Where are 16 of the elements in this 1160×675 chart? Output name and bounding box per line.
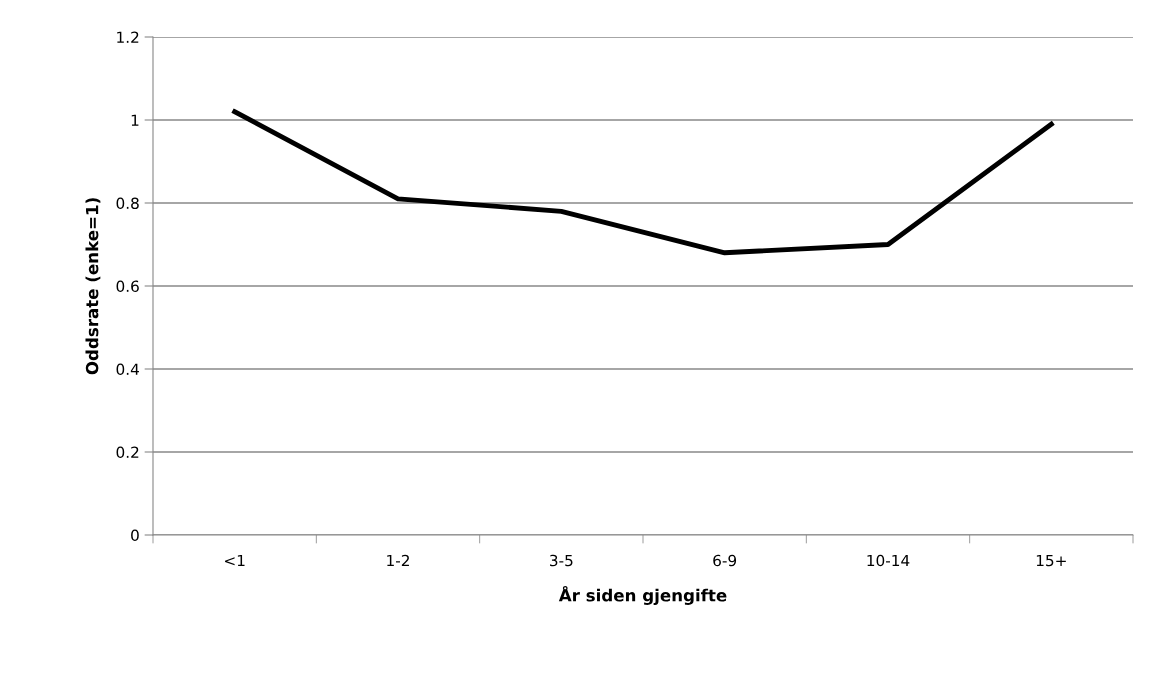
x-axis-title: År siden gjengifte (558, 585, 727, 605)
x-tick-label: <1 (225, 554, 245, 567)
y-tick-label: 0 (131, 529, 139, 542)
y-tick-label: 1 (131, 114, 139, 126)
y-axis-title: Oddsrate (enke=1) (85, 198, 101, 375)
y-tick-label: 0.2 (116, 446, 139, 459)
y-tick-label: 0.4 (116, 363, 139, 376)
x-tick-label: 1-2 (387, 554, 409, 567)
x-tick-label: 3-5 (550, 554, 573, 567)
y-tick-label: 0.8 (116, 197, 139, 210)
x-tick-label: 15+ (1036, 554, 1066, 567)
x-tick-label: 10-14 (867, 554, 910, 567)
x-tick-label: 6-9 (713, 554, 737, 567)
y-tick-label: 1.2 (117, 31, 139, 43)
line-series (232, 109, 1054, 256)
y-tick-label: 0.6 (116, 280, 139, 293)
